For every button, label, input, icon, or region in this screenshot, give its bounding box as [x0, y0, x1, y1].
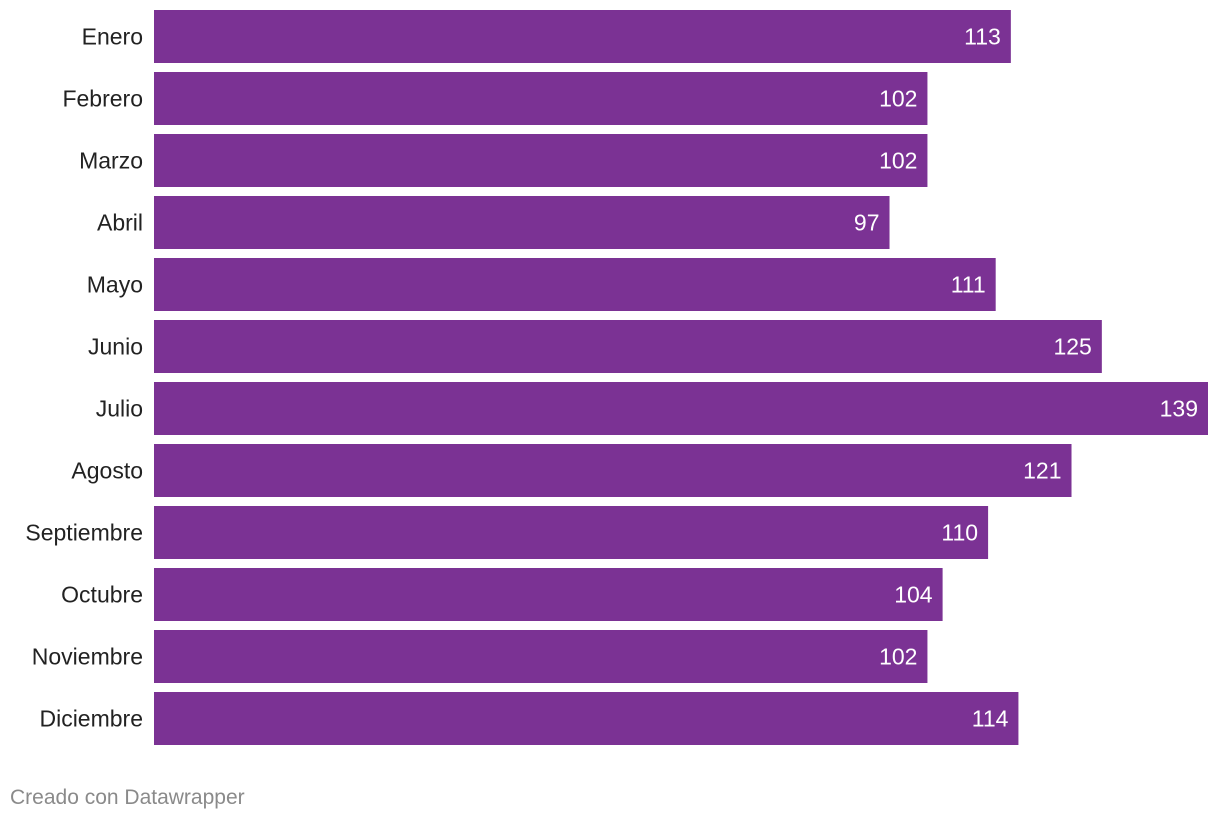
bar: [154, 568, 943, 621]
bar: [154, 506, 989, 559]
category-label: Noviembre: [32, 644, 143, 670]
category-label: Diciembre: [39, 706, 143, 732]
value-label: 102: [879, 86, 917, 112]
value-label: 113: [964, 24, 1001, 50]
category-label: Agosto: [71, 458, 143, 484]
bar-row: Octubre 104: [61, 568, 943, 621]
bar: [154, 692, 1019, 745]
bar-row: Mayo 111: [87, 258, 996, 311]
bar: [154, 444, 1072, 497]
bar-row: Junio 125: [88, 320, 1102, 373]
value-label: 121: [1023, 458, 1061, 484]
value-label: 102: [879, 148, 917, 174]
bar-row: Marzo 102: [79, 134, 928, 187]
credit-footer: Creado con Datawrapper: [10, 786, 245, 809]
value-label: 114: [972, 706, 1009, 732]
category-label: Abril: [97, 210, 143, 236]
value-label: 97: [854, 210, 880, 236]
bar: [154, 630, 928, 683]
bar-row: Agosto 121: [71, 444, 1072, 497]
category-label: Marzo: [79, 148, 143, 174]
bar-row: Septiembre 110: [25, 506, 989, 559]
value-label: 139: [1160, 396, 1198, 422]
bar: [154, 196, 890, 249]
value-label: 111: [951, 272, 986, 298]
value-label: 125: [1053, 334, 1091, 360]
value-label: 110: [941, 520, 978, 546]
bar: [154, 320, 1102, 373]
bar: [154, 10, 1011, 63]
bar-chart: Enero 113 Febrero 102 Marzo 102 Abril 97 Mayo 111…: [25, 10, 1208, 745]
bar: [154, 134, 928, 187]
category-label: Julio: [96, 396, 143, 422]
bar: [154, 258, 996, 311]
category-label: Junio: [88, 334, 143, 360]
bar-row: Noviembre 102: [32, 630, 928, 683]
bar-row: Julio 139: [96, 382, 1208, 435]
bar-row: Diciembre 114: [39, 692, 1019, 745]
bar: [154, 382, 1208, 435]
bar-row: Abril 97: [97, 196, 890, 249]
category-label: Febrero: [62, 86, 143, 112]
category-label: Septiembre: [25, 520, 143, 546]
category-label: Enero: [82, 24, 143, 50]
value-label: 104: [894, 582, 933, 608]
bar-row: Enero 113: [82, 10, 1011, 63]
category-label: Mayo: [87, 272, 143, 298]
bar-row: Febrero 102: [62, 72, 928, 125]
category-label: Octubre: [61, 582, 143, 608]
bar: [154, 72, 928, 125]
value-label: 102: [879, 644, 917, 670]
